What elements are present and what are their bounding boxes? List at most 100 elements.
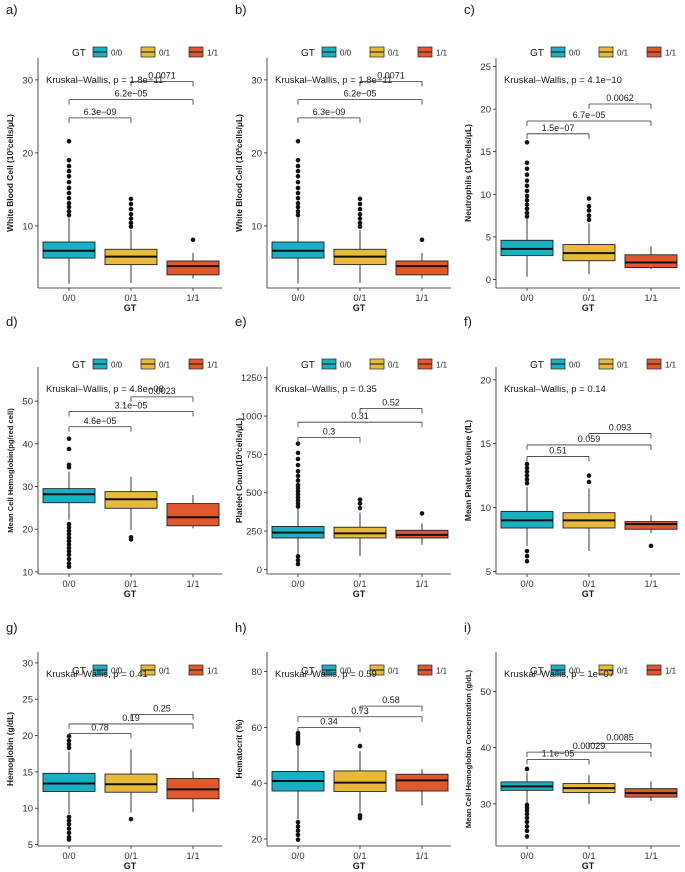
panel-a: a) GT 0/0 0/1 1/1 10 20 30 White Blood Cell (10³… — [5, 2, 222, 313]
y-tick-label: 5 — [486, 232, 491, 243]
legend-label-2: 0/1 — [159, 361, 171, 370]
legend-label-1: 0/0 — [111, 667, 123, 676]
legend-label-2: 0/1 — [388, 667, 400, 676]
outlier-point — [357, 201, 363, 207]
p-value-label: 0.51 — [549, 445, 567, 455]
outlier-point — [66, 157, 72, 163]
y-tick-label: 15 — [480, 439, 491, 450]
outlier-point — [66, 545, 72, 551]
comparison-bracket: 0.0023 — [130, 386, 194, 402]
legend-label-3: 1/1 — [665, 667, 677, 676]
x-tick-label: 1/1 — [644, 293, 657, 304]
y-tick-label: 30 — [22, 482, 33, 493]
x-axis-label: GT — [353, 303, 366, 313]
legend-label-2: 0/1 — [617, 49, 629, 58]
y-tick-label: 20 — [480, 105, 491, 116]
outlier-point — [524, 824, 530, 829]
legend-title: GT — [530, 666, 544, 677]
y-tick-label: 80 — [251, 667, 262, 678]
outlier-point — [295, 185, 301, 191]
legend-title: GT — [530, 360, 544, 371]
y-tick-label: 20 — [22, 731, 33, 742]
kruskal-wallis-label: Kruskal–Wallis, p = 1.8e−11 — [275, 75, 392, 86]
outlier-point — [128, 206, 134, 212]
x-tick-label: 0/1 — [353, 293, 366, 304]
p-value-label: 0.093 — [609, 422, 632, 432]
outlier-point — [295, 473, 301, 479]
legend-title: GT — [72, 666, 86, 677]
x-axis-label: GT — [582, 303, 595, 313]
legend-label-3: 1/1 — [436, 49, 448, 58]
outlier-point — [524, 548, 530, 554]
outlier-point — [524, 828, 530, 834]
outlier-point — [128, 534, 134, 540]
outlier-point — [357, 211, 363, 217]
y-tick-label: 20 — [251, 148, 262, 159]
outlier-point — [295, 212, 301, 218]
comparison-bracket: 6.3e−09 — [297, 107, 361, 123]
box-0-1 — [562, 775, 616, 804]
x-tick-label: 0/1 — [582, 579, 595, 590]
outlier-point — [295, 832, 301, 838]
outlier-point — [66, 552, 72, 558]
y-tick-label: 15 — [480, 147, 491, 158]
x-tick-label: 0/0 — [291, 579, 304, 590]
y-tick-label: 30 — [251, 75, 262, 86]
box-iqr — [42, 772, 96, 792]
outlier-point — [648, 543, 654, 549]
y-tick-label: 20 — [22, 525, 33, 536]
box-iqr — [104, 773, 158, 793]
outlier-point — [66, 741, 72, 747]
comparison-bracket: 0.3 — [297, 427, 361, 443]
p-value-label: 1.5e−07 — [542, 123, 575, 133]
outlier-point — [66, 173, 72, 179]
outlier-point — [128, 196, 134, 202]
outlier-point — [66, 821, 72, 827]
box-0-1 — [333, 743, 387, 821]
p-value-label: 6.2e−05 — [115, 89, 148, 99]
x-tick-label: 1/1 — [644, 579, 657, 590]
x-tick-label: 1/1 — [415, 579, 428, 590]
box-0-0 — [271, 138, 325, 284]
legend-label-3: 1/1 — [436, 667, 448, 676]
legend-label-3: 1/1 — [207, 667, 219, 676]
legend-label-2: 0/1 — [617, 361, 629, 370]
outlier-point — [66, 528, 72, 534]
x-axis-label: GT — [582, 861, 595, 871]
outlier-point — [66, 826, 72, 831]
box-0-1 — [104, 476, 158, 542]
comparison-bracket: 0.78 — [68, 722, 132, 739]
x-tick-label: 1/1 — [186, 851, 199, 862]
outlier-point — [586, 217, 592, 223]
box-iqr — [166, 260, 220, 276]
y-tick-label: 10 — [251, 221, 262, 232]
comparison-bracket: 6.7e−05 — [526, 110, 652, 127]
y-tick-label: 1000 — [241, 412, 262, 423]
comparison-bracket: 0.0071 — [359, 70, 423, 87]
box-1-1 — [166, 771, 220, 812]
outlier-point — [128, 816, 134, 822]
p-value-label: 0.25 — [153, 703, 171, 713]
outlier-point — [419, 511, 425, 516]
box-0-1 — [104, 749, 158, 822]
y-axis-label: Hemoglobin (g/dL) — [5, 712, 15, 786]
legend-label-1: 0/0 — [569, 667, 581, 676]
y-axis-label: Mean Cell Hemoglobin Concentration (g/dL… — [464, 669, 473, 828]
x-axis-label: GT — [353, 589, 366, 599]
outlier-point — [295, 468, 301, 474]
p-value-label: 6.3e−09 — [313, 107, 346, 117]
y-tick-label: 25 — [22, 695, 33, 706]
y-tick-label: 20 — [251, 835, 262, 846]
box-iqr — [624, 521, 678, 530]
y-axis-label: White Blood Cell (10³cells/μL) — [5, 114, 15, 232]
y-tick-label: 10 — [22, 804, 33, 815]
outlier-point — [524, 197, 530, 203]
panel-letter: d) — [6, 314, 18, 329]
y-axis-label: Neutrophils (10³cells/μL) — [463, 124, 473, 222]
box-iqr — [333, 770, 387, 793]
box-0-0 — [271, 730, 325, 842]
outlier-point — [295, 195, 301, 201]
outlier-point — [295, 179, 301, 185]
comparison-bracket: 3.1e−05 — [68, 400, 194, 417]
outlier-point — [295, 557, 301, 563]
